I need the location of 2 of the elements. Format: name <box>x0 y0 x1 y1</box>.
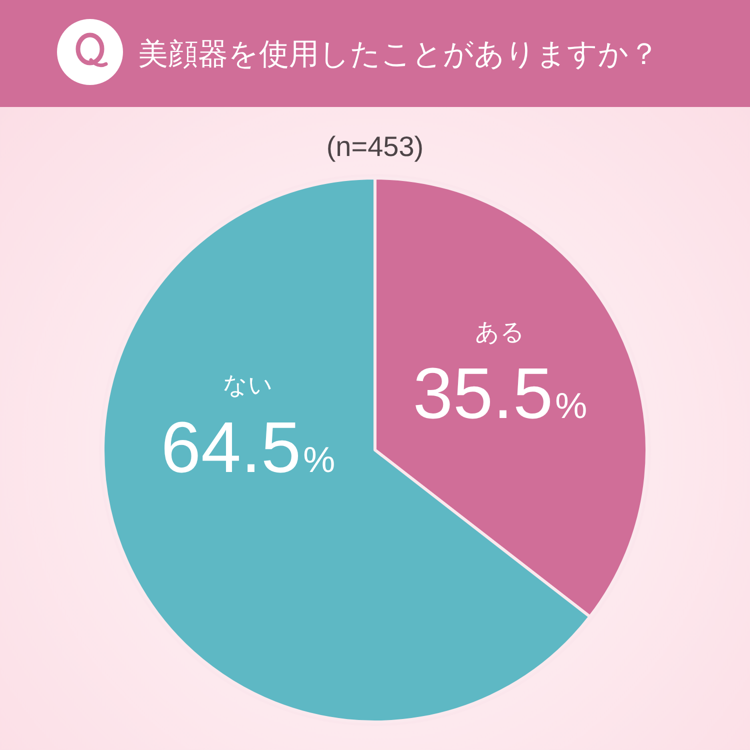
subtitle: (n=453) <box>326 131 424 162</box>
title: 美顔器を使用したことがありますか？ <box>138 37 659 72</box>
